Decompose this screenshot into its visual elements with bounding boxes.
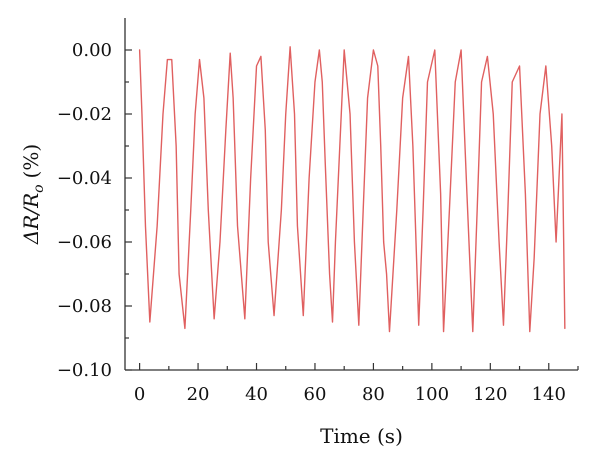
x-tick-label: 0 <box>134 384 145 405</box>
y-tick-label: −0.10 <box>57 360 112 381</box>
y-axis-label-main: ΔR/R <box>19 193 43 245</box>
x-tick-label: 60 <box>304 384 327 405</box>
y-tick-label: −0.04 <box>57 168 112 189</box>
y-axis-label-unit: (%) <box>19 144 43 179</box>
axes <box>124 18 578 371</box>
x-tick-label: 120 <box>473 384 507 405</box>
x-tick-label: 40 <box>245 384 268 405</box>
series-line <box>138 46 566 333</box>
y-tick-label: −0.08 <box>57 296 112 317</box>
y-tick-label: 0.00 <box>72 40 112 61</box>
x-tick-label: 100 <box>415 384 449 405</box>
x-ticks: 0 20 40 60 80 100 120 140 <box>134 363 579 405</box>
y-tick-label: −0.06 <box>57 232 112 253</box>
y-tick-label: −0.02 <box>57 104 112 125</box>
x-tick-label: 80 <box>362 384 385 405</box>
y-axis-label: ΔR/Ro (%) <box>19 144 47 245</box>
plot-area <box>138 46 566 333</box>
y-ticks: 0.00 −0.02 −0.04 −0.06 −0.08 −0.10 <box>57 40 132 381</box>
x-tick-label: 20 <box>187 384 210 405</box>
x-tick-label: 140 <box>532 384 566 405</box>
x-axis-label: Time (s) <box>320 424 403 448</box>
y-axis-label-subscript: o <box>31 184 47 192</box>
